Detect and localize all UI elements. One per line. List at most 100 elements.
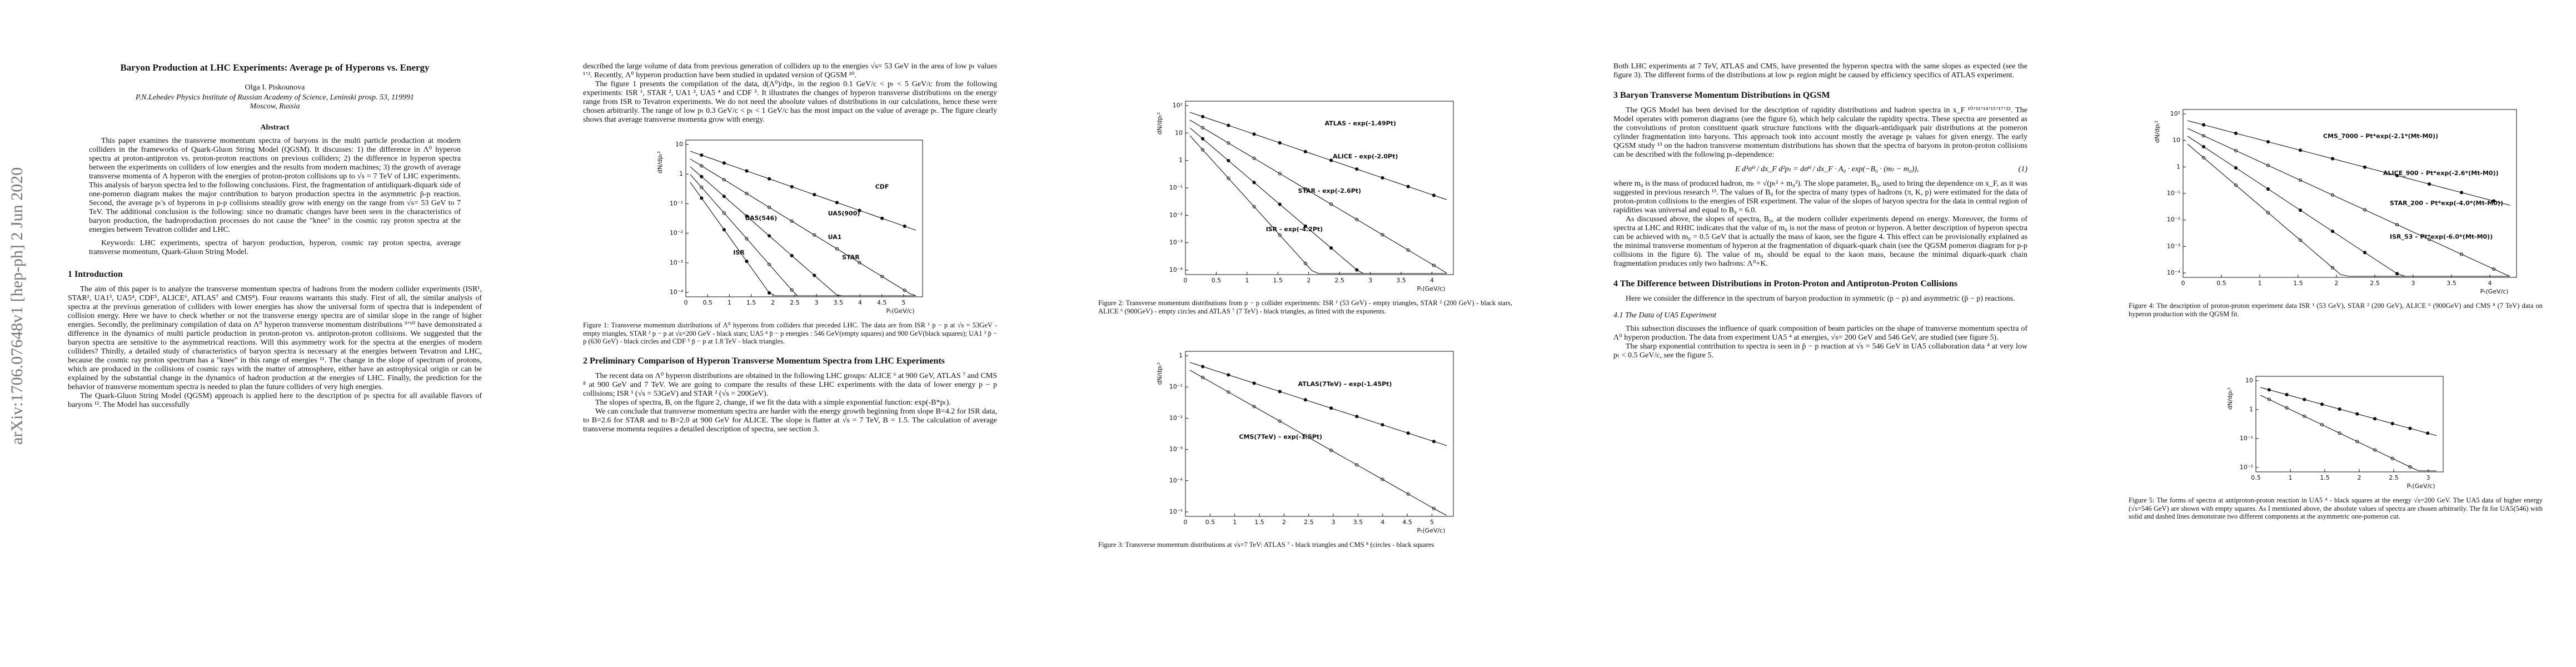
fit-curve [2260, 395, 2437, 471]
fit-curve [1189, 362, 1447, 446]
paragraph: We can conclude that transverse momentum… [583, 407, 997, 434]
curve-label: UA1 [828, 233, 841, 241]
x-tick-label: 2 [771, 299, 775, 306]
curve-label: ATLAS(7TeV) – exp(-1.45Pt) [1298, 380, 1392, 387]
curve-label: ISR_53 – Pt*exp(-6.0*(Mt-M0)) [2390, 233, 2493, 241]
y-axis-label: dN/dpₜ² [1156, 112, 1163, 135]
figure-caption: Figure 1: Transverse momentum distributi… [583, 321, 997, 345]
curve-label: CMS_7000 – Pt*exp(-2.1*(Mt-M0)) [2323, 132, 2438, 140]
x-tick-label: 3 [2411, 280, 2415, 287]
figure-caption: Figure 3: Transverse momentum distributi… [1098, 541, 1434, 549]
section-heading: 3 Baryon Transverse Momentum Distributio… [1613, 91, 1830, 100]
x-axis-label: Pₜ(GeV/c) [886, 307, 914, 315]
x-tick-label: 4 [858, 299, 862, 306]
x-tick-label: 1 [1245, 277, 1249, 284]
x-tick-label: 1 [727, 299, 731, 306]
y-tick-label: 1 [2176, 163, 2180, 170]
x-tick-label: 3.5 [1353, 519, 1363, 526]
curve-label: ALICE_900 – Pt*exp(-2.6*(Mt-M0)) [2383, 170, 2499, 177]
x-tick-label: 2 [1282, 519, 1285, 526]
paper-title: Baryon Production at LHC Experiments: Av… [120, 62, 430, 73]
affiliation: P.N.Lebedev Physics Institute of Russian… [135, 93, 415, 102]
x-tick-label: 5 [901, 299, 905, 306]
curve-label: ISR [733, 249, 745, 256]
y-tick-label: 10⁻² [1169, 211, 1182, 218]
y-tick-label: 1 [2249, 406, 2253, 413]
x-tick-label: 0.5 [1205, 519, 1215, 526]
x-tick-label: 1 [1233, 519, 1237, 526]
page: 0 0.5 1 1.5 2 2.5 3 3.5 4 10² 10 1 10⁻¹ 10⁻² 10⁻³ 10⁻⁴ P… [1030, 0, 1546, 667]
page-column: 0 0.5 1 1.5 2 2.5 3 3.5 4 10² 10 1 10⁻¹ 10⁻² 10⁻³ 10⁻⁴ P… [1098, 62, 1512, 549]
paragraph: where m₀ is the mass of produced hadron,… [1613, 180, 2027, 215]
paragraph: The recent data on Λ⁰ hyperon distributi… [583, 371, 997, 398]
figure: 0 0.5 1 1.5 2 2.5 3 3.5 4 4.5 5 10 1 10⁻¹ 10⁻² 10⁻³ 10⁻⁴… [656, 140, 923, 315]
y-tick-label: 10⁻³ [2166, 242, 2180, 250]
x-tick-label: 1.5 [2320, 474, 2330, 481]
abstract-heading: Abstract [260, 123, 290, 132]
y-tick-label: 10⁻³ [1169, 446, 1182, 453]
y-tick-label: 10⁻² [1169, 414, 1182, 421]
figure-block: 0.5 1 1.5 2 2.5 3 10 1 10⁻¹ 10⁻² Pₜ(GeV/c) dN/dpₜ² F… [2129, 371, 2543, 521]
plot-frame [1185, 351, 1453, 517]
fit-curve [2187, 128, 2510, 277]
figure-caption: Figure 2: Transverse momentum distributi… [1098, 299, 1512, 315]
page: described the large volume of data from … [515, 0, 1030, 667]
paragraph: Both LHC experiments at 7 TeV, ATLAS and… [1613, 62, 2027, 79]
fit-curve [1189, 370, 1447, 516]
affiliation: Moscow, Russia [250, 102, 300, 111]
y-tick-label: 10 [2245, 377, 2253, 384]
y-tick-label: 10⁻² [669, 230, 682, 237]
abstract: This paper examines the transverse momen… [89, 137, 461, 234]
y-tick-label: 10 [675, 141, 683, 148]
page-column: 0 0.5 1 1.5 2 2.5 3 3.5 4 10² 10 1 10⁻¹ 10⁻² 10⁻³ 10⁻⁴ P… [2129, 62, 2543, 521]
paragraph: As discussed above, the slopes of spectr… [1613, 215, 2027, 268]
page: arXiv:1706.07648v1 [hep-ph] 2 Jun 2020 B… [0, 0, 515, 667]
x-tick-label: 4 [1429, 277, 1433, 284]
paragraph: The QGS Model has been devised for the d… [1613, 106, 2027, 159]
subsection-heading: 4.1 The Data of UA5 Experiment [1613, 311, 1717, 320]
y-tick-label: 10² [2170, 110, 2180, 117]
x-tick-label: 0 [2181, 280, 2185, 287]
y-tick-label: 10 [1175, 129, 1183, 136]
curve-label: UA5(900) [828, 210, 860, 217]
y-tick-label: 10⁻² [2166, 216, 2180, 223]
x-axis-label: Pₜ(GeV/c) [1417, 285, 1445, 292]
fit-curve [690, 158, 916, 296]
x-tick-label: 2 [2358, 474, 2361, 481]
x-tick-label: 1.5 [2293, 280, 2303, 287]
x-tick-label: 2 [2334, 280, 2338, 287]
x-axis-label: Pₜ(GeV/c) [2480, 288, 2508, 295]
y-tick-label: 10⁻¹ [1169, 383, 1182, 390]
y-tick-label: 10⁻⁴ [1169, 477, 1183, 484]
curve-label: ATLAS - exp(-1.49Pt) [1324, 120, 1396, 127]
curve-label: STAR [842, 254, 860, 261]
y-tick-label: 10⁻⁴ [2166, 269, 2180, 276]
paragraph: Here we consider the difference in the s… [1626, 295, 2015, 303]
y-tick-label: 10⁻¹ [1169, 184, 1182, 191]
figure-block: 0 0.5 1 1.5 2 2.5 3 3.5 4 10² 10 1 10⁻¹ 10⁻² 10⁻³ 10⁻⁴ P… [1098, 96, 1512, 315]
equation-number: (1) [2018, 165, 2027, 173]
curve-label: STAR - exp(-2.6Pt) [1298, 187, 1361, 195]
y-tick-label: 10 [2173, 137, 2180, 144]
fit-curve [1189, 112, 1447, 200]
fit-curve [2187, 120, 2510, 206]
x-tick-label: 0 [684, 299, 687, 306]
x-tick-label: 3 [1331, 519, 1335, 526]
x-tick-label: 2.5 [790, 299, 800, 306]
fit-curve [1189, 135, 1447, 274]
y-tick-label: 10⁻¹ [669, 200, 682, 207]
x-tick-label: 1.5 [1254, 519, 1264, 526]
figure-block: 0 0.5 1 1.5 2 2.5 3 3.5 4 4.5 5 1 10⁻¹ 10⁻² 10⁻³ 10⁻⁴ 10… [1098, 346, 1512, 549]
y-axis-label: dN/dpₜ² [2226, 387, 2234, 410]
curve-label: ISR - exp(-4.2Pt) [1265, 226, 1323, 233]
x-tick-label: 3 [2426, 474, 2430, 481]
figure-block: 0 0.5 1 1.5 2 2.5 3 3.5 4 10² 10 1 10⁻¹ 10⁻² 10⁻³ 10⁻⁴ P… [2129, 104, 2543, 318]
x-tick-label: 2.5 [2389, 474, 2399, 481]
x-tick-label: 0 [1183, 519, 1187, 526]
curve-label: ALICE - exp(-2.0Pt) [1333, 153, 1398, 160]
x-tick-label: 0 [1183, 277, 1187, 284]
x-tick-label: 0.5 [1211, 277, 1221, 284]
x-tick-label: 3 [1368, 277, 1372, 284]
y-tick-label: 10⁻¹ [2166, 190, 2180, 197]
